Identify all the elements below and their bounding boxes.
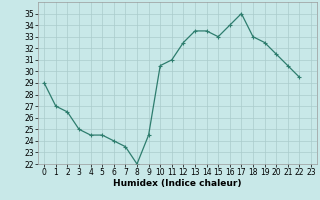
X-axis label: Humidex (Indice chaleur): Humidex (Indice chaleur) [113,179,242,188]
